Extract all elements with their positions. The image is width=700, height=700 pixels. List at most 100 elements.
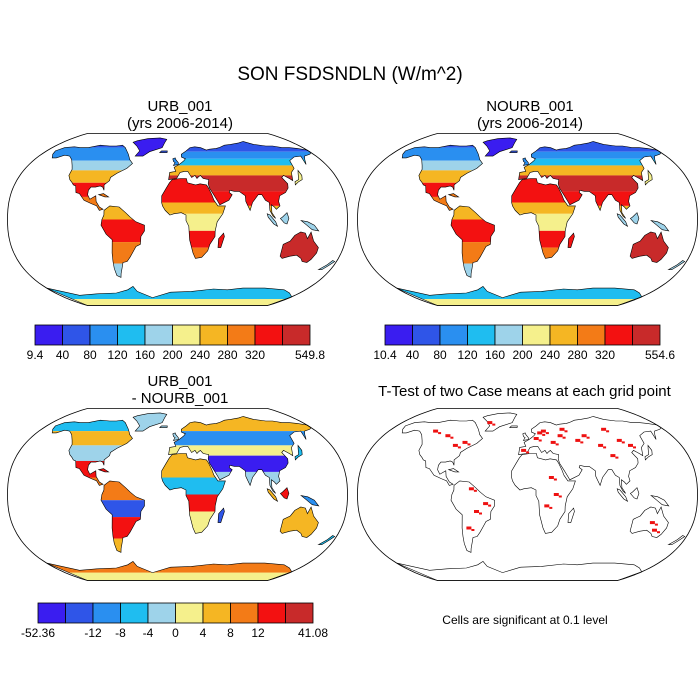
colorbar-swatch [144,324,173,346]
land-uk [172,157,179,166]
map-border [357,408,698,581]
land-new-guinea [301,495,319,506]
colorbar-swatch [257,602,286,624]
significant-cell [540,429,546,433]
significant-cell [586,436,590,439]
colorbar-label: 280 [567,348,587,362]
significant-cell [601,427,607,431]
significant-cell [488,504,492,507]
significant-cell [555,443,559,446]
colorbar-label: 8 [227,626,234,640]
colorbar-label: 40 [56,348,70,362]
significant-cell [649,521,655,525]
significant-cell [538,439,542,442]
land-cuba [98,468,109,472]
colorbar-swatch [494,324,523,346]
significant-cell [533,437,539,440]
significant-cell [633,446,636,449]
map-border [357,133,698,306]
colorbar-nourb: 10.4 40 80 120 160 200 240 280 320 554.6 [373,324,675,362]
colorbar-label: 120 [107,348,127,362]
significant-cell [492,423,496,426]
colorbar-label: 554.6 [645,348,675,362]
colorbar-label: 80 [433,348,447,362]
colorbar-label: 200 [162,348,182,362]
significant-cell [581,434,587,438]
land-borneo [280,487,289,499]
significant-cell [628,443,633,447]
colorbar-swatch [117,324,146,346]
panel-title-line2: (yrs 2006-2014) [477,115,583,132]
significant-cell [467,443,471,446]
significant-cell [521,448,527,452]
colorbar-swatch [92,602,121,624]
significant-cell [606,430,610,433]
colorbar-label: 80 [83,348,97,362]
colorbar-label: 9.4 [27,348,44,362]
significant-cell [575,438,581,442]
colorbar-swatch [522,324,551,346]
panel-title-line1: URB_001 [147,373,213,390]
significant-cell [557,434,563,438]
colorbar-label: 4 [200,626,207,640]
significant-cell [657,531,660,534]
map-ttest [357,408,698,581]
colorbar-swatch [34,324,63,346]
colorbar-swatch [285,602,314,624]
colorbar-label: 160 [135,348,155,362]
significant-cell [615,456,619,459]
panel-title-line1: URB_001 [147,98,213,115]
significant-cell [471,529,475,531]
land-sumatra [267,213,278,227]
colorbar-label: 320 [245,348,265,362]
significant-cell [487,421,493,425]
colorbar-label: 10.4 [373,348,397,362]
significant-cell [548,476,554,479]
colorbar-swatch [604,324,633,346]
land-borneo [280,212,289,224]
colorbar-label: 200 [512,348,532,362]
significant-cell [445,434,451,438]
land-uk [522,157,529,166]
colorbar-label: 41.08 [298,626,328,640]
land-iceland [159,150,168,153]
significant-cell [452,443,458,447]
significant-cell [616,438,622,442]
significant-cell [610,454,616,458]
land-madagascar [568,233,575,248]
land-sumatra [617,213,628,227]
colorbar-swatch [254,324,283,346]
colorbar-urb: 9.4 40 80 120 160 200 240 280 320 549.8 [27,324,325,362]
colorbar-label: 240 [190,348,210,362]
colorbar-label: 320 [595,348,615,362]
panel-title-line2: (yrs 2006-2014) [127,115,233,132]
colorbar-label: 160 [485,348,505,362]
colorbar-label: -52.36 [21,626,55,640]
colorbar-difference: -52.36 -12 -8 -4 0 4 8 12 41.08 [21,602,328,640]
significant-cell [553,493,559,496]
colorbar-label: 0 [172,626,179,640]
significant-cell [438,432,442,435]
land-cuba [448,193,459,197]
significant-cell [474,510,479,513]
map-urb [7,133,348,306]
colorbar-label: 280 [217,348,237,362]
land-uk [172,432,179,441]
panel-title-difference: URB_001 - NOURB_001 [70,373,290,407]
map-nourb [357,133,698,306]
significant-cell [468,487,474,491]
colorbar-swatch [175,602,204,624]
colorbar-swatch [147,602,176,624]
colorbar-label: -12 [84,626,102,640]
colorbar-label: 12 [251,626,265,640]
colorbar-swatch [202,602,231,624]
colorbar-swatch [467,324,496,346]
significant-cell [544,504,550,508]
significant-cell [564,430,568,433]
colorbar-swatch [37,602,66,624]
significant-cell [466,526,472,530]
land-madagascar [218,233,225,248]
land-iceland [159,425,168,428]
map-border [7,133,348,306]
significant-cell [537,431,543,435]
